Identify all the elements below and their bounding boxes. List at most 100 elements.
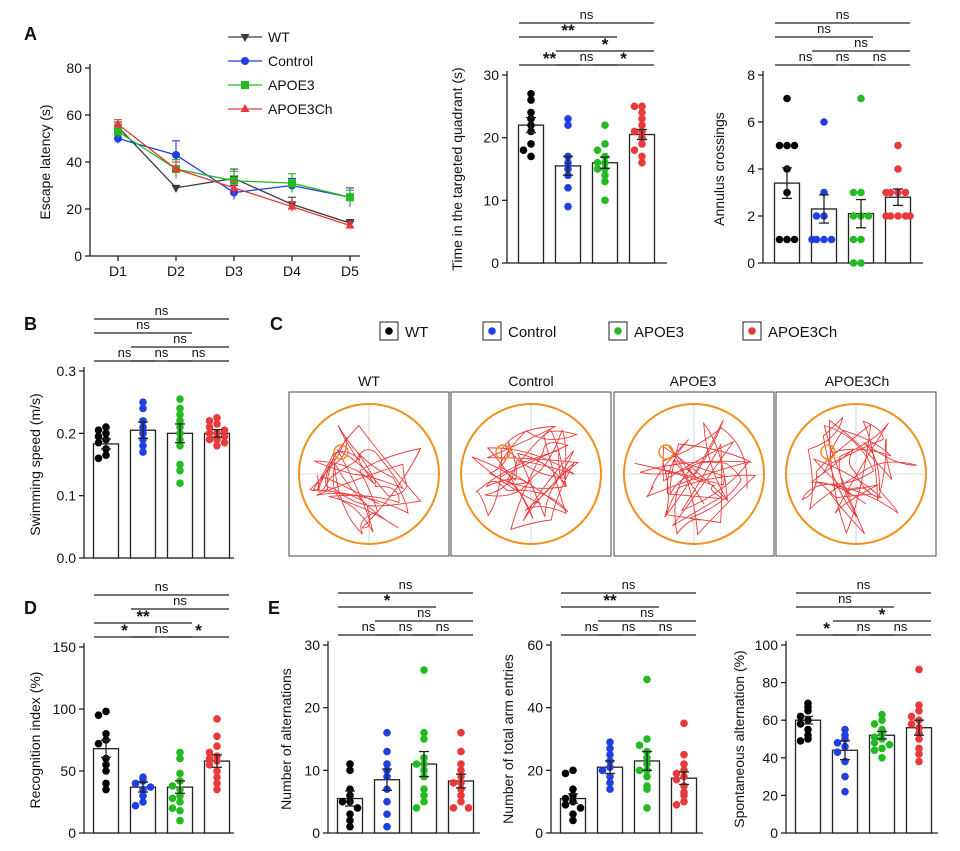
point-wt xyxy=(527,90,535,98)
bar-apoe3 xyxy=(166,432,194,559)
point-control xyxy=(833,738,842,747)
group-apoe3 xyxy=(166,395,194,559)
y-tick-label: 0 xyxy=(68,825,76,841)
swim-path xyxy=(471,426,580,531)
significance-label: * xyxy=(121,621,128,640)
point-wt xyxy=(346,760,354,768)
point-wt xyxy=(561,801,570,809)
point-apoe3 xyxy=(420,735,428,743)
point-apoe3ch xyxy=(680,719,688,728)
point-apoe3ch xyxy=(680,791,688,800)
track-title-control: Control xyxy=(508,373,553,389)
track-title-apoe3: APOE3 xyxy=(670,373,717,389)
point-apoe3 xyxy=(176,460,184,469)
significance-label: * xyxy=(384,591,391,610)
point-apoe3 xyxy=(420,797,428,806)
group-wt xyxy=(773,94,801,264)
point-apoe3ch xyxy=(882,188,890,197)
point-control xyxy=(841,725,849,734)
legend-c: WT Control APOE3 APOE3Ch xyxy=(379,321,837,341)
legend-marker-apoe3ch xyxy=(748,327,756,335)
point-apoe3ch xyxy=(672,801,681,809)
point-apoe3 xyxy=(643,675,651,684)
point-control xyxy=(139,417,147,425)
point-apoe3ch xyxy=(915,757,923,766)
track-panel-apoe3 xyxy=(613,391,775,557)
point-apoe3 xyxy=(857,235,865,244)
point-apoe3 xyxy=(593,165,602,173)
point-apoe3 xyxy=(593,158,602,167)
y-axis-title: Escape latency (s) xyxy=(37,104,53,219)
significance-label: ns xyxy=(399,619,413,634)
point-wt xyxy=(790,141,799,150)
point-apoe3 xyxy=(593,146,602,154)
y-tick-label: 20 xyxy=(527,762,543,778)
point-apoe3 xyxy=(412,804,421,812)
point-apoe3 xyxy=(857,94,865,103)
significance-label: ** xyxy=(543,49,557,68)
point-wt xyxy=(783,94,791,103)
point-wt xyxy=(94,454,103,463)
group-control xyxy=(808,118,838,264)
y-axis-title: Annulus crossings xyxy=(711,112,727,226)
group-apoe3 xyxy=(847,94,875,267)
point-control xyxy=(820,118,828,126)
legend-marker-apoe3 xyxy=(614,327,622,335)
x-tick-label: D4 xyxy=(283,263,301,279)
group-apoe3ch xyxy=(882,141,914,264)
y-tick-label: 4 xyxy=(747,161,755,177)
point-apoe3ch xyxy=(630,127,639,136)
legend-label-apoe3: APOE3 xyxy=(634,324,684,341)
y-tick-label: 20 xyxy=(762,787,778,803)
legend-marker-wt xyxy=(240,34,250,42)
point-apoe3ch xyxy=(915,707,923,715)
y-axis-title: Swimming speed (m/s) xyxy=(27,393,43,535)
point-apoe3 xyxy=(168,804,177,812)
point-apoe3 xyxy=(643,785,651,793)
y-tick-label: 40 xyxy=(762,750,778,766)
platform-marker xyxy=(495,444,511,460)
point-wt xyxy=(346,810,354,818)
significance-label: ns xyxy=(873,49,887,64)
legend-item-apoe3ch: APOE3Ch xyxy=(742,321,837,341)
point-control xyxy=(564,115,572,123)
significance-label: ns xyxy=(894,619,908,634)
point-apoe3ch xyxy=(464,804,473,812)
point-wt xyxy=(783,235,791,244)
significance-label: ns xyxy=(155,345,169,360)
significance-label: * xyxy=(823,619,830,638)
point-apoe3ch xyxy=(205,761,214,769)
point-wt xyxy=(775,141,784,150)
significance-label: ns xyxy=(838,591,852,606)
significance-label: ns xyxy=(118,345,132,360)
point-control xyxy=(564,202,572,211)
significance-label: ns xyxy=(640,605,654,620)
y-tick-label: 0 xyxy=(312,825,320,841)
point-wt xyxy=(804,735,812,743)
group-control xyxy=(129,398,157,559)
point-control xyxy=(606,779,614,787)
legend-item-wt: WT xyxy=(379,321,428,341)
y-tick-label: 20 xyxy=(304,700,320,716)
point-apoe3ch xyxy=(672,775,681,784)
point-apoe3 xyxy=(878,744,886,753)
point-apoe3ch xyxy=(213,715,221,723)
legend-marker-control xyxy=(241,57,249,65)
group-apoe3ch xyxy=(447,728,475,834)
point-apoe3ch xyxy=(205,748,214,757)
point-apoe3 xyxy=(176,816,184,825)
point-apoe3ch xyxy=(894,165,902,173)
point-apoe3 xyxy=(176,479,184,488)
significance-label: ns xyxy=(854,35,868,50)
legend-marker-control xyxy=(488,327,496,335)
y-axis-title: Number of total arm entries xyxy=(500,654,516,824)
y-tick-label: 2 xyxy=(747,208,755,224)
point-wt xyxy=(102,451,110,459)
point-control xyxy=(131,801,140,810)
point-apoe3 xyxy=(878,716,886,724)
point-wt xyxy=(102,707,110,716)
point-apoe3 xyxy=(412,760,421,768)
significance-label: ns xyxy=(659,619,673,634)
